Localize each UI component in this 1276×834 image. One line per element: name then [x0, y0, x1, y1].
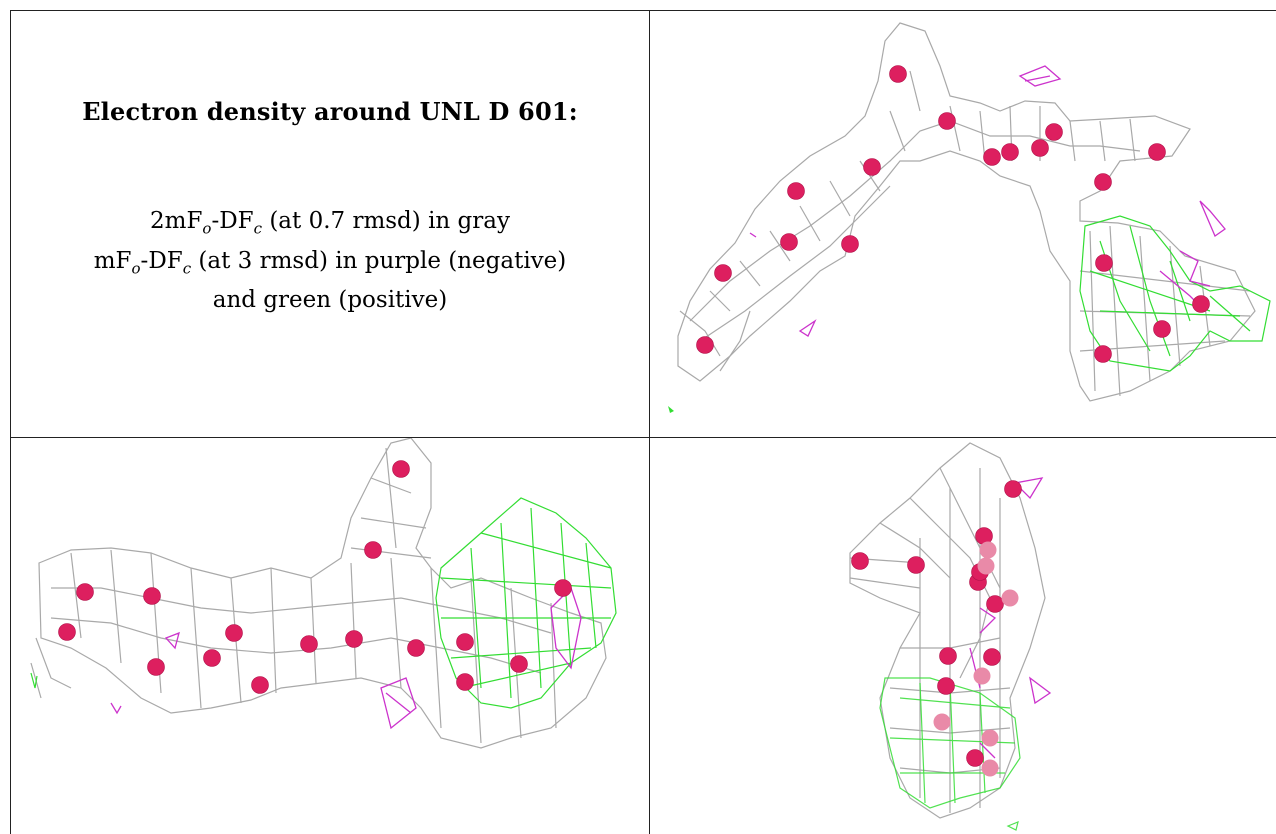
density-svg-top-right [668, 22, 1271, 413]
density-svg-bottom-right [849, 442, 1052, 831]
legend-line-positive: and green (positive) [212, 287, 448, 314]
figure-title: Electron density around UNL D 601: [82, 97, 578, 126]
green-mesh [30, 497, 617, 709]
gray-mesh [677, 22, 1256, 402]
density-view-top-right [650, 11, 1276, 437]
gray-mesh [30, 438, 607, 749]
legend-line-fofc: mFo-DFc (at 3 rmsd) in purple (negative) [93, 247, 567, 278]
purple-mesh [749, 65, 1226, 337]
density-view-bottom-left [11, 438, 649, 834]
grid-line-middle [10, 437, 1276, 438]
grid-line-left [10, 10, 11, 834]
green-mesh [879, 677, 1021, 831]
caption-panel: Electron density around UNL D 601: 2mFo-… [11, 11, 649, 437]
atoms [851, 480, 1022, 767]
purple-mesh [110, 586, 582, 730]
purple-mesh [969, 477, 1052, 759]
figure-legend: 2mFo-DFc (at 0.7 rmsd) in gray mFo-DFc (… [11, 205, 649, 316]
atoms [58, 460, 572, 694]
grid-line-center [649, 10, 650, 834]
atoms [696, 65, 1210, 363]
legend-line-2fofc: 2mFo-DFc (at 0.7 rmsd) in gray [150, 208, 510, 238]
grid-line-top [10, 10, 1276, 11]
green-speck [668, 406, 674, 413]
gray-mesh [849, 442, 1046, 819]
density-view-bottom-right [650, 438, 1276, 834]
atoms-faded [933, 541, 1019, 777]
density-svg-bottom-left [30, 438, 617, 749]
